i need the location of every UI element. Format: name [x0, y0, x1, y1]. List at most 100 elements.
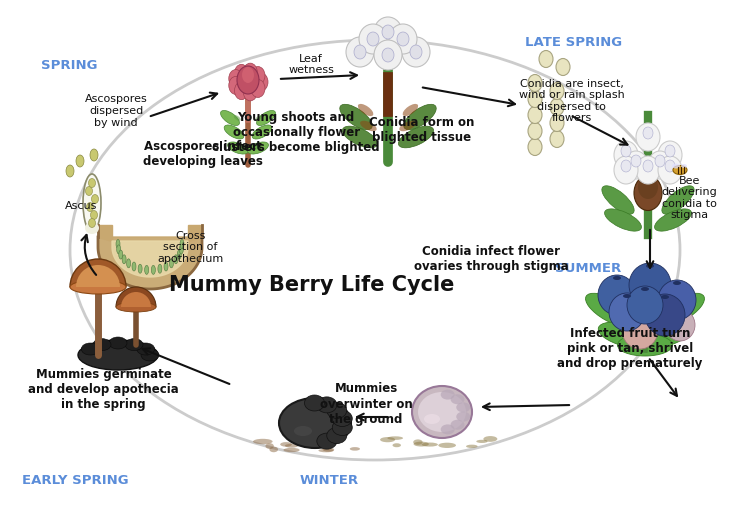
Text: SPRING: SPRING	[41, 59, 98, 72]
Text: Young shoots and
occasionally flower
clusters become blighted: Young shoots and occasionally flower clu…	[212, 111, 380, 154]
Ellipse shape	[658, 156, 682, 184]
Text: Mummies germinate
and develop apothecia
in the spring: Mummies germinate and develop apothecia …	[28, 368, 178, 412]
Ellipse shape	[399, 121, 416, 131]
Ellipse shape	[90, 149, 98, 161]
Ellipse shape	[294, 426, 312, 436]
Ellipse shape	[117, 245, 121, 254]
Ellipse shape	[631, 155, 641, 167]
Ellipse shape	[451, 394, 464, 405]
Wedge shape	[116, 287, 156, 307]
Ellipse shape	[528, 123, 542, 139]
Ellipse shape	[623, 294, 631, 298]
Ellipse shape	[528, 90, 542, 108]
Text: Mummies
overwinter on
the ground: Mummies overwinter on the ground	[320, 382, 413, 426]
Ellipse shape	[476, 440, 488, 443]
Ellipse shape	[122, 255, 126, 264]
Ellipse shape	[322, 447, 334, 451]
Ellipse shape	[254, 73, 268, 91]
Ellipse shape	[174, 255, 178, 264]
Ellipse shape	[438, 443, 456, 448]
Ellipse shape	[358, 104, 374, 116]
Ellipse shape	[528, 138, 542, 156]
Ellipse shape	[86, 203, 94, 212]
Ellipse shape	[252, 125, 272, 139]
Ellipse shape	[243, 63, 257, 81]
Polygon shape	[98, 225, 112, 241]
Ellipse shape	[629, 263, 671, 307]
Ellipse shape	[412, 386, 472, 438]
Ellipse shape	[456, 402, 470, 413]
Ellipse shape	[350, 447, 360, 450]
Ellipse shape	[672, 164, 680, 169]
Ellipse shape	[550, 115, 564, 131]
Ellipse shape	[614, 141, 638, 169]
Ellipse shape	[374, 17, 402, 47]
Text: WINTER: WINTER	[300, 474, 359, 487]
Text: Ascospores
dispersed
by wind: Ascospores dispersed by wind	[85, 94, 148, 128]
Ellipse shape	[658, 280, 696, 320]
Ellipse shape	[66, 165, 74, 177]
Ellipse shape	[292, 439, 308, 444]
Ellipse shape	[136, 343, 154, 355]
Ellipse shape	[621, 160, 631, 172]
Ellipse shape	[382, 48, 394, 62]
Ellipse shape	[550, 82, 564, 99]
Ellipse shape	[550, 98, 564, 116]
Ellipse shape	[636, 123, 660, 151]
Ellipse shape	[83, 174, 101, 232]
Ellipse shape	[251, 67, 265, 84]
Ellipse shape	[382, 25, 394, 39]
Ellipse shape	[152, 265, 155, 274]
Ellipse shape	[397, 32, 409, 46]
Ellipse shape	[141, 349, 159, 361]
Ellipse shape	[280, 442, 292, 446]
Ellipse shape	[648, 151, 672, 179]
Ellipse shape	[658, 141, 682, 169]
Ellipse shape	[229, 76, 243, 94]
Ellipse shape	[304, 441, 315, 445]
Polygon shape	[98, 237, 202, 289]
Ellipse shape	[665, 309, 695, 341]
Ellipse shape	[304, 395, 325, 411]
Ellipse shape	[661, 295, 669, 299]
Ellipse shape	[236, 129, 243, 135]
Ellipse shape	[483, 436, 497, 442]
Ellipse shape	[235, 64, 248, 82]
Ellipse shape	[255, 115, 262, 121]
Ellipse shape	[598, 275, 636, 315]
Ellipse shape	[404, 105, 436, 130]
Ellipse shape	[127, 259, 130, 268]
Ellipse shape	[224, 125, 244, 139]
Ellipse shape	[118, 250, 123, 259]
Ellipse shape	[613, 276, 621, 280]
Ellipse shape	[441, 390, 454, 399]
Ellipse shape	[343, 126, 377, 148]
Ellipse shape	[76, 155, 84, 167]
Ellipse shape	[673, 281, 681, 285]
Ellipse shape	[662, 186, 694, 214]
Ellipse shape	[125, 339, 143, 350]
Wedge shape	[76, 265, 120, 287]
Wedge shape	[121, 292, 151, 307]
Ellipse shape	[279, 398, 351, 448]
Ellipse shape	[556, 59, 570, 76]
Text: Mummy Berry Life Cycle: Mummy Berry Life Cycle	[169, 275, 454, 295]
Ellipse shape	[528, 107, 542, 124]
Ellipse shape	[665, 145, 675, 157]
Ellipse shape	[253, 129, 260, 135]
Ellipse shape	[354, 45, 366, 59]
Ellipse shape	[92, 194, 98, 204]
Ellipse shape	[109, 337, 127, 349]
Ellipse shape	[398, 126, 433, 148]
Ellipse shape	[641, 287, 649, 291]
Ellipse shape	[238, 145, 246, 150]
Ellipse shape	[316, 433, 337, 449]
Ellipse shape	[116, 302, 156, 312]
Ellipse shape	[235, 82, 248, 99]
Ellipse shape	[138, 264, 142, 273]
Wedge shape	[70, 259, 126, 287]
Ellipse shape	[441, 424, 454, 434]
Ellipse shape	[634, 176, 662, 211]
Ellipse shape	[158, 264, 162, 273]
Ellipse shape	[88, 178, 95, 187]
